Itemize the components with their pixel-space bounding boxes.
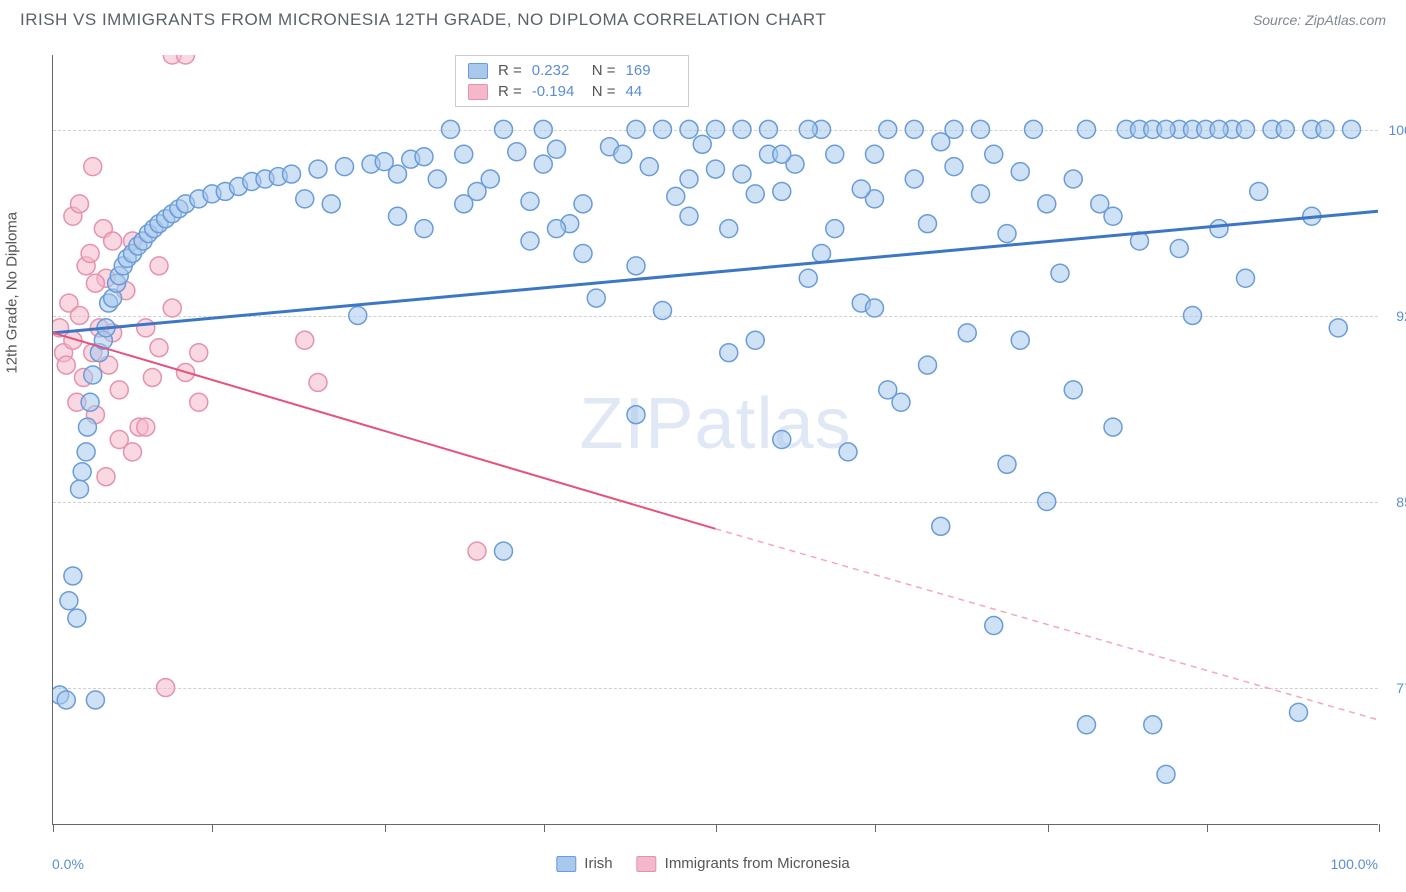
legend-item-micronesia: Immigrants from Micronesia [637, 855, 850, 872]
swatch-micronesia [468, 84, 488, 100]
legend-label-micronesia: Immigrants from Micronesia [665, 855, 850, 872]
scatter-svg [53, 55, 1378, 824]
n-label: N = [592, 62, 616, 79]
x-label-max: 100.0% [1331, 856, 1378, 872]
r-label: R = [498, 83, 522, 100]
n-value-micronesia: 44 [626, 83, 676, 100]
header: IRISH VS IMMIGRANTS FROM MICRONESIA 12TH… [0, 0, 1406, 30]
stats-row-micronesia: R = -0.194 N = 44 [468, 81, 676, 102]
y-tick-label: 85.0% [1396, 494, 1406, 510]
series-legend: Irish Immigrants from Micronesia [556, 855, 849, 872]
legend-label-irish: Irish [584, 855, 612, 872]
stats-row-irish: R = 0.232 N = 169 [468, 60, 676, 81]
n-value-irish: 169 [626, 62, 676, 79]
swatch-irish [468, 63, 488, 79]
legend-item-irish: Irish [556, 855, 612, 872]
r-value-irish: 0.232 [532, 62, 582, 79]
swatch-micronesia [637, 856, 657, 872]
source-label: Source: ZipAtlas.com [1253, 12, 1386, 28]
x-label-min: 0.0% [52, 856, 84, 872]
chart-title: IRISH VS IMMIGRANTS FROM MICRONESIA 12TH… [20, 10, 826, 30]
swatch-irish [556, 856, 576, 872]
y-tick-label: 77.5% [1396, 680, 1406, 696]
chart-container: IRISH VS IMMIGRANTS FROM MICRONESIA 12TH… [0, 0, 1406, 892]
n-label: N = [592, 83, 616, 100]
y-tick-label: 100.0% [1389, 122, 1406, 138]
r-label: R = [498, 62, 522, 79]
stats-legend: R = 0.232 N = 169 R = -0.194 N = 44 [455, 55, 689, 107]
r-value-micronesia: -0.194 [532, 83, 582, 100]
y-axis-label: 12th Grade, No Diploma [4, 212, 21, 374]
y-tick-label: 92.5% [1396, 308, 1406, 324]
plot-area: ZIPatlas 77.5%85.0%92.5%100.0% R = 0.232… [52, 55, 1378, 825]
